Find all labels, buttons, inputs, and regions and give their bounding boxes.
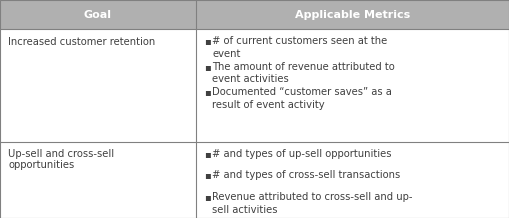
Text: # and types of cross-sell transactions: # and types of cross-sell transactions bbox=[212, 170, 401, 181]
Text: ▪: ▪ bbox=[204, 62, 211, 72]
Text: ▪: ▪ bbox=[204, 87, 211, 97]
Text: result of event activity: result of event activity bbox=[212, 99, 325, 109]
Text: ▪: ▪ bbox=[204, 192, 211, 202]
Bar bbox=[196, 142, 509, 218]
Bar bbox=[196, 29, 509, 142]
Bar bbox=[0, 0, 196, 29]
Bar bbox=[0, 29, 196, 142]
Text: event: event bbox=[212, 49, 241, 59]
Text: Up-sell and cross-sell
opportunities: Up-sell and cross-sell opportunities bbox=[8, 149, 114, 170]
Text: ▪: ▪ bbox=[204, 149, 211, 159]
Text: sell activities: sell activities bbox=[212, 204, 278, 215]
Text: event activities: event activities bbox=[212, 74, 289, 84]
Text: Revenue attributed to cross-sell and up-: Revenue attributed to cross-sell and up- bbox=[212, 192, 413, 202]
Text: ▪: ▪ bbox=[204, 170, 211, 181]
Text: Increased customer retention: Increased customer retention bbox=[8, 37, 155, 48]
Text: ▪: ▪ bbox=[204, 36, 211, 46]
Bar bbox=[196, 0, 509, 29]
Text: Documented “customer saves” as a: Documented “customer saves” as a bbox=[212, 87, 392, 97]
Text: The amount of revenue attributed to: The amount of revenue attributed to bbox=[212, 62, 395, 72]
Text: Goal: Goal bbox=[84, 10, 112, 20]
Text: Applicable Metrics: Applicable Metrics bbox=[295, 10, 410, 20]
Text: # and types of up-sell opportunities: # and types of up-sell opportunities bbox=[212, 149, 392, 159]
Text: # of current customers seen at the: # of current customers seen at the bbox=[212, 36, 388, 46]
Bar bbox=[0, 142, 196, 218]
